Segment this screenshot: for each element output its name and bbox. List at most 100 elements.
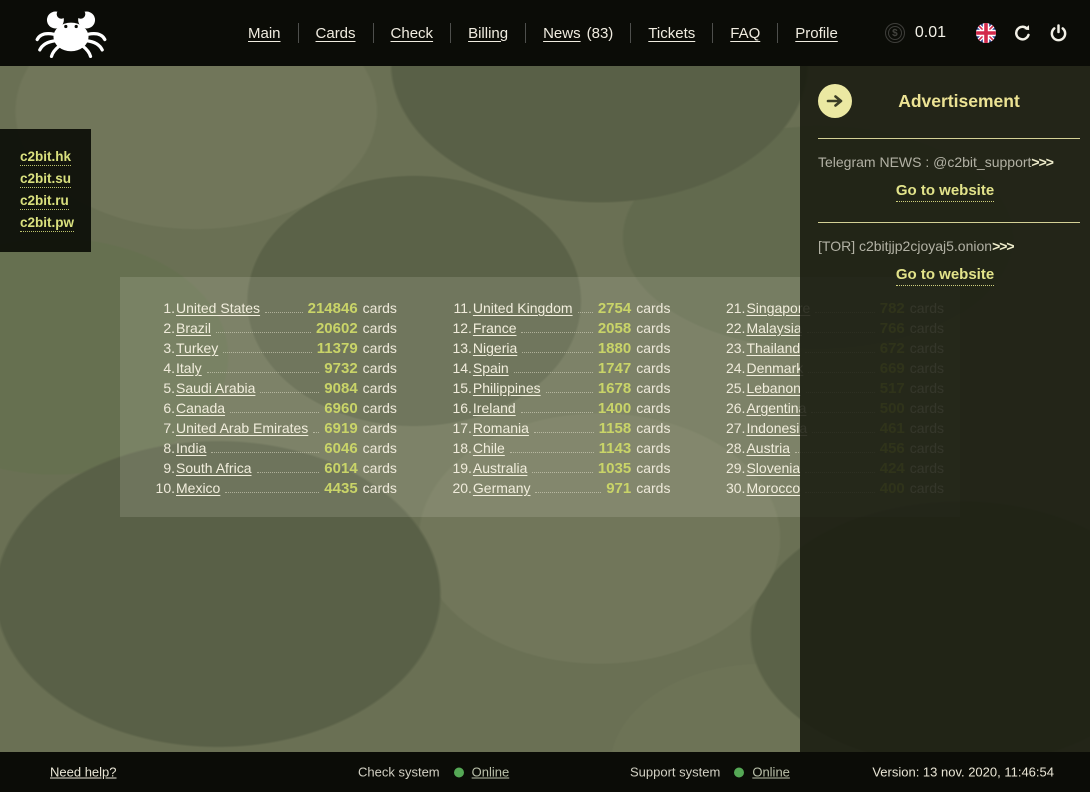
support-system-status: Support system Online	[630, 765, 790, 780]
country-rank: 28.	[725, 440, 746, 456]
country-link[interactable]: Nigeria	[472, 340, 518, 356]
header-icons	[976, 23, 1068, 43]
country-link[interactable]: Philippines	[472, 380, 541, 396]
country-link[interactable]: Italy	[176, 360, 202, 376]
country-row: 8. India 6046 cards	[148, 440, 397, 460]
nav-item-faq[interactable]: FAQ	[730, 24, 761, 42]
country-row: 13. Nigeria 1880 cards	[445, 340, 670, 360]
country-rank: 10.	[155, 480, 175, 496]
country-rank: 18.	[452, 440, 472, 456]
country-link[interactable]: Mexico	[176, 480, 221, 496]
country-rank: 26.	[725, 400, 746, 416]
country-link[interactable]: Romania	[472, 420, 529, 436]
country-link[interactable]: Canada	[176, 400, 226, 416]
go-to-website-link-tor[interactable]: Go to website	[895, 266, 995, 286]
tor-mirror-line: [TOR] c2bitjjp2cjoyaj5.onion>>>	[818, 238, 1015, 254]
country-link[interactable]: Turkey	[176, 340, 219, 356]
country-row: 5. Saudi Arabia 9084 cards	[148, 380, 397, 400]
support-system-label: Support system	[630, 764, 721, 780]
country-link[interactable]: United States	[176, 300, 261, 316]
check-system-online-link[interactable]: Online	[471, 764, 510, 780]
card-count-cell: 20602 cards	[316, 320, 397, 337]
collapse-sidebar-button[interactable]	[818, 84, 852, 118]
cards-label: cards	[362, 340, 397, 356]
nav-item-billing[interactable]: Billing	[468, 24, 509, 42]
cards-label: cards	[362, 400, 397, 416]
country-rank: 14.	[452, 360, 472, 376]
card-count-cell: 9732 cards	[324, 360, 397, 377]
dotted-leader	[509, 452, 594, 453]
country-link[interactable]: Thailand	[746, 340, 801, 356]
country-rank: 29.	[725, 460, 746, 476]
nav-item-news[interactable]: News	[543, 24, 581, 42]
country-rank: 17.	[452, 420, 472, 436]
mirror-links-box: c2bit.hk c2bit.su c2bit.ru c2bit.pw	[0, 129, 91, 252]
need-help-link[interactable]: Need help?	[50, 764, 117, 780]
country-link[interactable]: United Arab Emirates	[176, 420, 309, 436]
nav-item-profile[interactable]: Profile	[795, 24, 838, 42]
country-link[interactable]: Saudi Arabia	[176, 380, 256, 396]
support-system-online-link[interactable]: Online	[752, 764, 790, 780]
country-rank: 22.	[725, 320, 746, 336]
cards-label: cards	[362, 300, 397, 316]
country-link[interactable]: South Africa	[176, 460, 252, 476]
nav-item-main[interactable]: Main	[248, 24, 281, 42]
country-link[interactable]: Malaysia	[746, 320, 802, 336]
country-row: 3. Turkey 11379 cards	[148, 340, 397, 360]
country-link[interactable]: Australia	[472, 460, 528, 476]
dotted-leader	[265, 312, 303, 313]
nav-separator	[372, 23, 374, 43]
cards-label: cards	[362, 420, 397, 436]
card-count-cell: 6919 cards	[324, 420, 397, 437]
country-link[interactable]: Chile	[472, 440, 505, 456]
country-link[interactable]: France	[472, 320, 517, 336]
country-row: 17. Romania 1158 cards	[445, 420, 670, 440]
card-count-value: 1747	[597, 360, 632, 377]
nav-item-check[interactable]: Check	[390, 24, 434, 42]
mirror-link-pw[interactable]: c2bit.pw	[20, 215, 75, 232]
nav-item-tickets[interactable]: Tickets	[648, 24, 696, 42]
country-rank: 23.	[725, 340, 746, 356]
dotted-leader	[230, 412, 320, 413]
country-link[interactable]: Spain	[472, 360, 509, 376]
check-system-status: Check system Online	[358, 765, 509, 780]
arrows-decoration: >>>	[992, 238, 1015, 254]
dotted-leader	[577, 312, 593, 313]
country-row: 11. United Kingdom 2754 cards	[445, 300, 670, 320]
cards-label: cards	[636, 320, 671, 336]
country-link[interactable]: Slovenia	[746, 460, 801, 476]
country-link[interactable]: Denmark	[746, 360, 804, 376]
country-link[interactable]: Argentina	[746, 400, 807, 416]
card-count-cell: 971 cards	[606, 480, 670, 497]
mirror-link-hk[interactable]: c2bit.hk	[20, 149, 72, 166]
country-link[interactable]: India	[176, 440, 207, 456]
dotted-leader	[216, 332, 311, 333]
mirror-link-ru[interactable]: c2bit.ru	[20, 193, 69, 210]
mirror-link-su[interactable]: c2bit.su	[20, 171, 72, 188]
refresh-icon[interactable]	[1013, 24, 1032, 43]
power-icon[interactable]	[1049, 23, 1068, 43]
country-link[interactable]: Singapore	[746, 300, 811, 316]
crab-logo[interactable]	[32, 6, 110, 60]
cards-label: cards	[362, 440, 397, 456]
country-link[interactable]: Indonesia	[746, 420, 808, 436]
dotted-leader	[223, 352, 312, 353]
country-rank: 20.	[452, 480, 472, 496]
card-count-cell: 1400 cards	[598, 400, 671, 417]
uk-flag-icon[interactable]	[976, 23, 996, 43]
dotted-leader	[313, 432, 320, 433]
country-link[interactable]: Germany	[472, 480, 531, 496]
country-link[interactable]: United Kingdom	[472, 300, 573, 316]
country-link[interactable]: Morocco	[746, 480, 801, 496]
country-link[interactable]: Austria	[746, 440, 791, 456]
check-system-label: Check system	[358, 764, 440, 780]
advertisement-title: Advertisement	[898, 90, 1020, 111]
country-link[interactable]: Brazil	[176, 320, 212, 336]
country-link[interactable]: Lebanon	[746, 380, 801, 396]
dotted-leader	[225, 492, 320, 493]
nav-item-cards[interactable]: Cards	[315, 24, 356, 42]
card-count-cell: 214846 cards	[308, 300, 397, 317]
country-link[interactable]: Ireland	[472, 400, 516, 416]
go-to-website-link-telegram[interactable]: Go to website	[895, 182, 995, 202]
country-row: 4. Italy 9732 cards	[148, 360, 397, 380]
